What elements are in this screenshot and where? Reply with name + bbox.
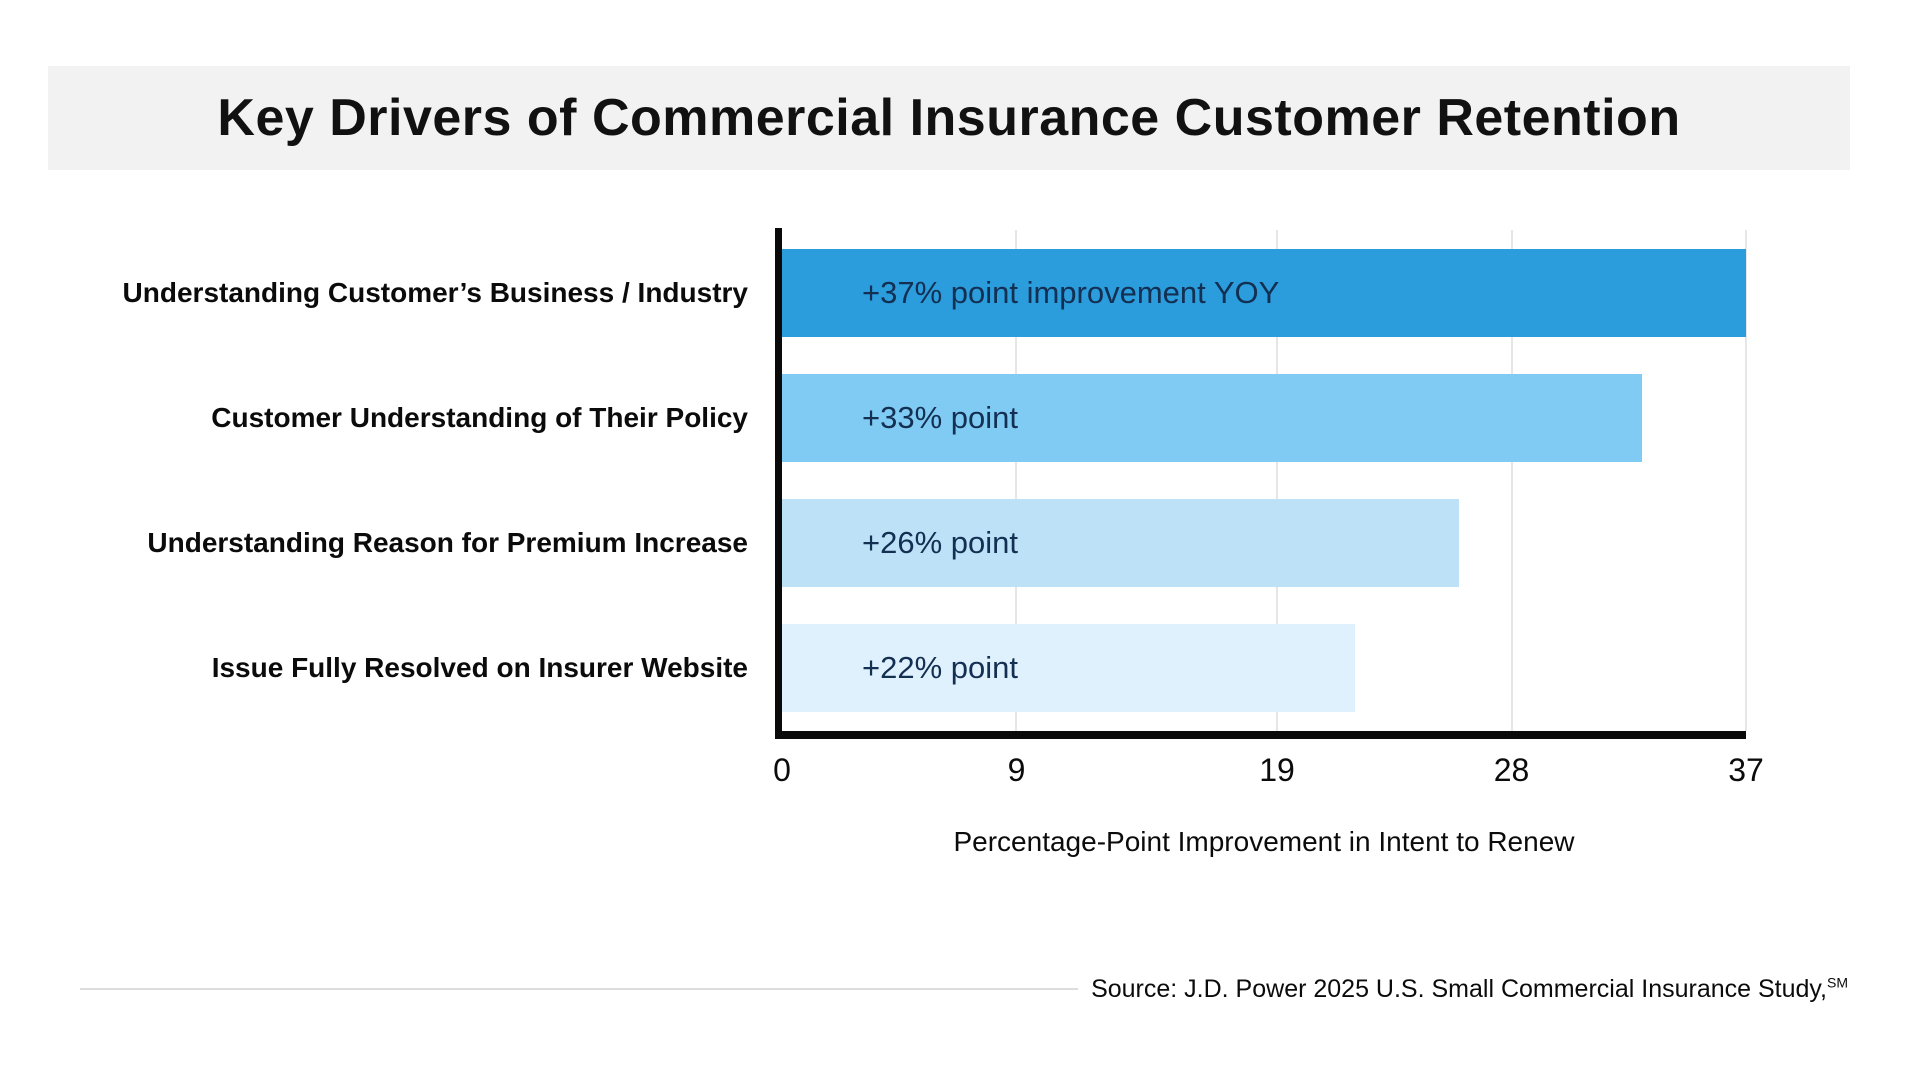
gridline [1745, 230, 1747, 731]
x-tick-label: 28 [1493, 752, 1530, 788]
bar-row: +33% point [782, 355, 1746, 480]
bar-row: +22% point [782, 606, 1746, 731]
y-axis-line [775, 228, 782, 739]
bar-row: +37% point improvement YOY [782, 230, 1746, 355]
x-axis-ticks: 0 9 19 28 37 [773, 752, 1764, 792]
category-label: Issue Fully Resolved on Insurer Website [211, 652, 748, 684]
gridline [1015, 230, 1018, 731]
x-tick-label: 19 [1259, 752, 1295, 788]
bar-value-label: +33% point [862, 399, 1018, 435]
x-tick-label: 37 [1728, 752, 1764, 788]
bar-value-label: +26% point [862, 525, 1018, 561]
bar-row: +26% point [782, 481, 1746, 606]
chart-title: Key Drivers of Commercial Insurance Cust… [217, 89, 1681, 147]
trademark-superscript: SM [1827, 974, 1848, 991]
category-label: Understanding Reason for Premium Increas… [147, 527, 748, 559]
x-axis-line [775, 731, 1746, 739]
source-note: Source: J.D. Power 2025 U.S. Small Comme… [1091, 975, 1848, 1004]
plot-area: +37% point improvement YOY +33% point +26%… [775, 228, 1747, 739]
gridline [1510, 230, 1513, 731]
x-axis-title: Percentage-Point Improvement in Intent t… [953, 826, 1575, 857]
bar: +22% point [782, 624, 1356, 713]
category-label: Understanding Customer’s Business / Indu… [122, 276, 748, 308]
bar: +33% point [782, 373, 1642, 462]
title-band: Key Drivers of Commercial Insurance Cust… [48, 66, 1850, 170]
source-divider-line [80, 988, 1078, 990]
bar-value-label: +37% point improvement YOY [862, 274, 1280, 310]
source-text: Source: J.D. Power 2025 U.S. Small Comme… [1091, 975, 1827, 1003]
bar: +37% point improvement YOY [782, 248, 1746, 337]
x-tick-label: 9 [1007, 752, 1026, 788]
bar: +26% point [782, 499, 1460, 588]
category-labels-column: Understanding Customer’s Business / Indu… [60, 230, 748, 731]
bar-value-label: +22% point [862, 650, 1018, 686]
gridline [1276, 230, 1279, 731]
category-label: Customer Understanding of Their Policy [211, 401, 748, 433]
x-tick-label: 0 [773, 752, 791, 788]
